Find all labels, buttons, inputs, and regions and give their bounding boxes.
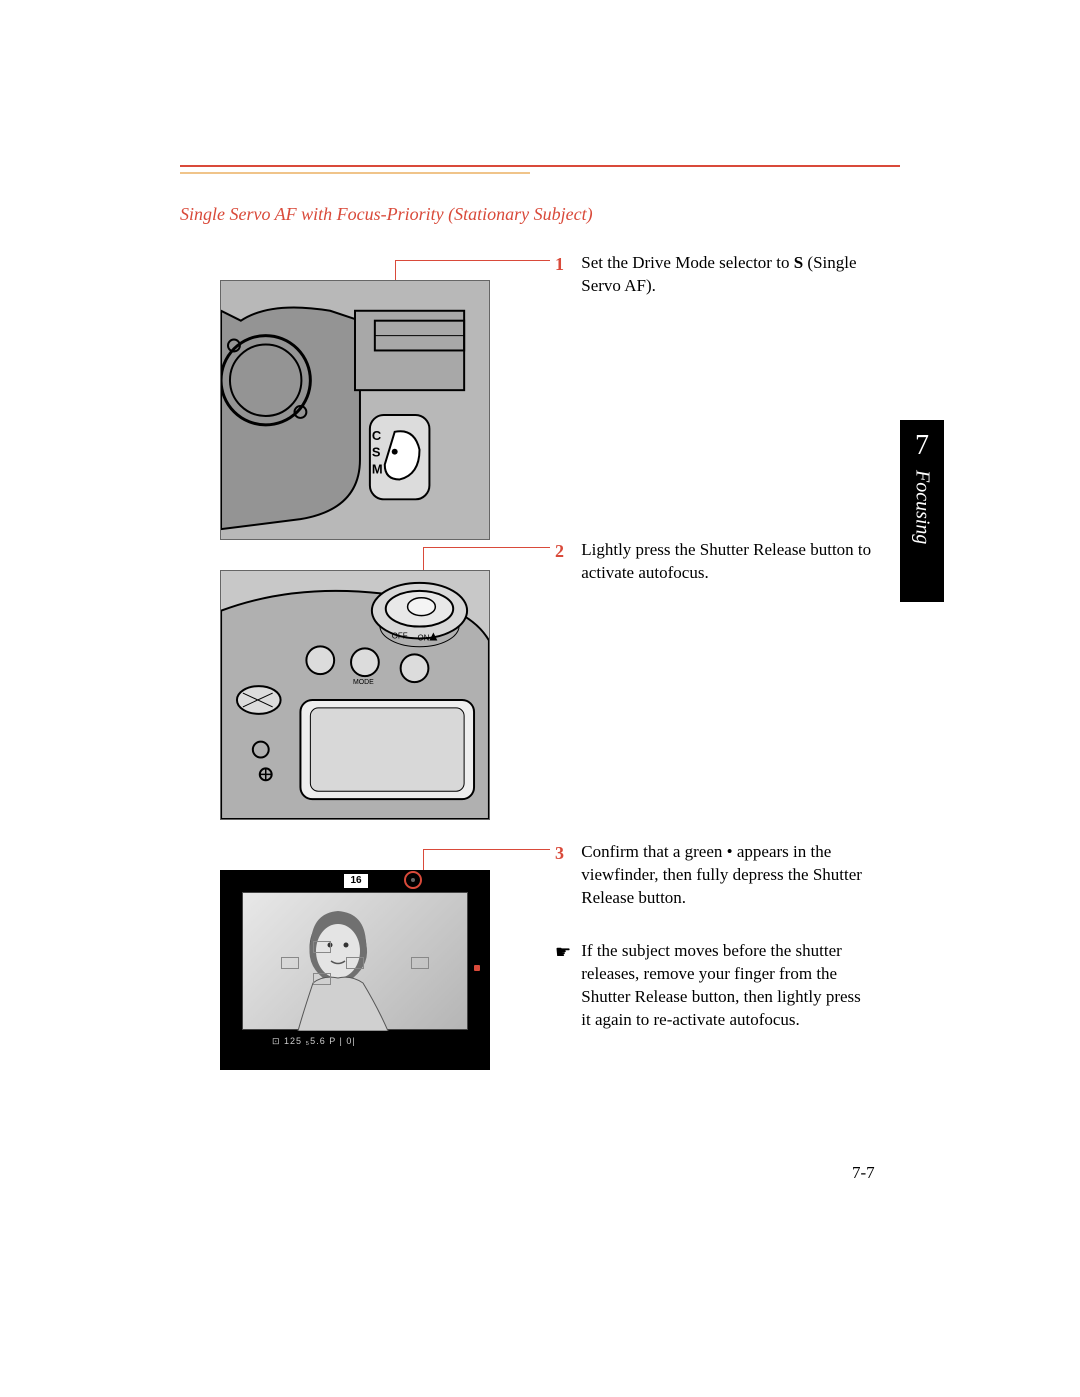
chapter-side-tab: 7 Focusing [900,420,944,602]
drive-mode-selector-illustration: C S M [221,281,489,539]
dial-label-on: ON [417,633,429,642]
header-rule-gold [180,172,530,174]
step-1: 1 Set the Drive Mode selector to S (Sing… [555,252,875,298]
callout-line-3h [423,849,550,850]
viewfinder-side-indicator [474,965,480,971]
step-text: Lightly press the Shutter Release button… [581,539,871,585]
selector-label-s: S [372,445,381,460]
callout-line-2h [423,547,550,548]
selector-label-c: C [372,428,381,443]
step-text-bold: S [794,253,803,272]
step-number: 3 [555,841,577,865]
viewfinder-info-strip: ⊡ 125 ₅5.6 P | 0| [242,1032,468,1050]
figure-shutter-release: OFF ON MODE [220,570,490,820]
step-text: Confirm that a green • appears in the vi… [581,841,871,910]
af-bracket-icon [313,973,331,985]
figure-drive-mode-selector: C S M [220,280,490,540]
af-bracket-icon [346,957,364,969]
af-bracket-icon [411,957,429,969]
mode-label: MODE [353,679,374,686]
step-number: 2 [555,539,577,563]
step-2: 2 Lightly press the Shutter Release butt… [555,539,875,585]
step-text: Set the Drive Mode selector to S (Single… [581,252,871,298]
step-text-pre: Set the Drive Mode selector to [581,253,793,272]
pointing-hand-icon: ☛ [555,940,577,964]
focus-indicator-ring [404,871,422,889]
shutter-release-illustration: OFF ON MODE [221,571,489,819]
section-title: Single Servo AF with Focus-Priority (Sta… [180,204,593,225]
dial-label-off: OFF [392,631,408,640]
af-bracket-icon [313,941,331,953]
chapter-label: Focusing [911,470,934,544]
callout-line-1h [395,260,550,261]
page-number: 7-7 [852,1163,875,1183]
af-bracket-icon [281,957,299,969]
viewfinder-view [242,892,468,1030]
viewfinder-frame: 16 ⊡ 125 ₅5.6 P | 0| [220,870,490,1070]
viewfinder-top-number: 16 [344,874,368,888]
step-3: 3 Confirm that a green • appears in the … [555,841,875,910]
note-text: If the subject moves before the shutter … [581,940,871,1032]
note-bullet: ☛ If the subject moves before the shutte… [555,940,875,1032]
header-rule-red [180,165,900,167]
selector-label-m: M [372,462,383,477]
focus-indicator-dot [411,878,415,882]
figure-viewfinder: 16 ⊡ 125 ₅5.6 P | 0| [220,870,490,1070]
step-number: 1 [555,252,577,276]
chapter-number: 7 [915,430,929,462]
